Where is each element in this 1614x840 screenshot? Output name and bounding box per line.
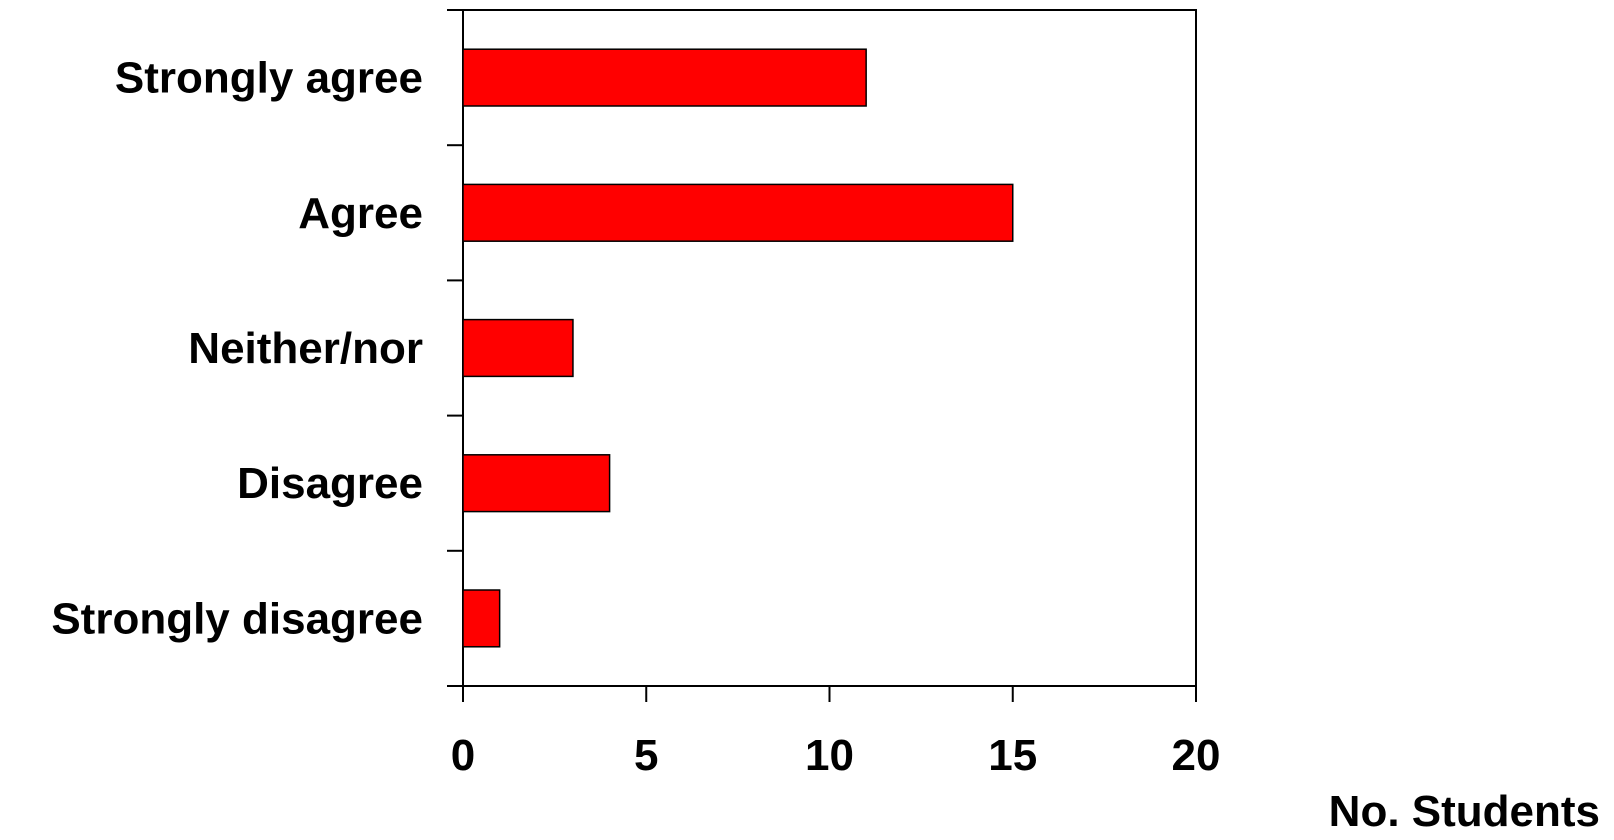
bar (462, 454, 611, 513)
x-tick-label: 15 (988, 731, 1037, 780)
bar (462, 183, 1014, 242)
bar (462, 48, 867, 107)
ticks-group (447, 9, 1197, 702)
x-tick-label: 10 (805, 731, 854, 780)
y-tick-label: Strongly agree (115, 54, 423, 103)
bar (462, 589, 501, 648)
x-tick-label: 0 (451, 731, 475, 780)
y-tick-label: Neither/nor (188, 324, 423, 373)
bar (462, 318, 574, 378)
y-tick-label: Agree (298, 189, 423, 238)
y-tick-label: Disagree (237, 459, 423, 508)
x-tick-label: 5 (634, 731, 658, 780)
x-axis-label: No. Students (1329, 787, 1600, 836)
bars-group (462, 48, 1014, 648)
labels-group: Strongly agree Agree Neither/nor Disagree St… (51, 54, 1220, 780)
x-tick-label: 20 (1172, 731, 1221, 780)
y-tick-label: Strongly disagree (51, 594, 423, 643)
